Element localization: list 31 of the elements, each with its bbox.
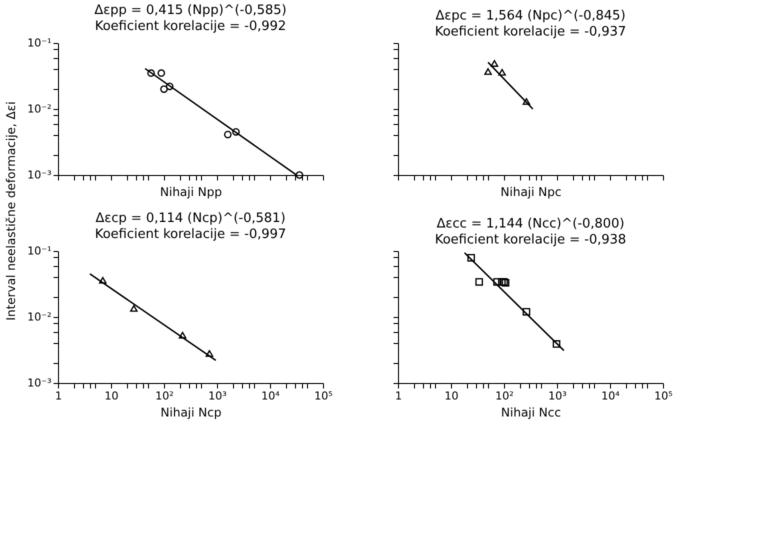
x-axis-title: Nihaji Npp [160,185,222,199]
y-tick-label: 10⁻² [27,310,52,324]
y-tick-label: 10⁻³ [27,376,52,390]
x-tick-label: 10³ [208,390,227,402]
y-tick-label: 10⁻¹ [27,36,52,50]
x-axis-title: Nihaji Ncp [160,406,222,420]
x-tick-label: 10⁴ [261,390,280,402]
x-axis-title: Nihaji Ncc [501,406,561,420]
chart-title: Δεcp = 0,114 (Ncp)^(-0,581) [95,211,286,226]
x-tick-label: 10 [444,390,458,402]
y-tick-label: 10⁻² [27,102,52,116]
x-tick-label: 1 [55,390,62,402]
x-tick-label: 10⁵ [654,390,673,402]
chart-title: Δεpc = 1,564 (Npc)^(-0,845) [435,8,626,24]
chart-subtitle: Koeficient korelacije = -0,992 [94,19,286,34]
x-tick-label: 10⁴ [601,390,620,402]
x-tick-label: 10⁵ [314,390,333,402]
chart-subtitle: Koeficient korelacije = -0,997 [94,227,286,242]
x-axis-title: Nihaji Npc [500,185,562,199]
chart-subtitle: Koeficient korelacije = -0,938 [434,232,626,248]
y-tick-label: 10⁻¹ [27,244,52,258]
chart-title: Δεcc = 1,144 (Ncc)^(-0,800) [436,216,624,232]
x-tick-label: 10 [104,390,118,402]
x-tick-label: 10² [155,390,174,402]
x-tick-label: 10³ [548,390,567,402]
chart-title: Δεpp = 0,415 (Npp)^(-0,585) [94,3,287,18]
y-axis-title: Interval neelastične deformacije, Δεi [4,101,18,321]
x-tick-label: 10² [495,390,514,402]
x-tick-label: 1 [395,390,402,402]
chart-subtitle: Koeficient korelacije = -0,937 [434,24,626,40]
y-tick-label: 10⁻³ [27,168,52,182]
